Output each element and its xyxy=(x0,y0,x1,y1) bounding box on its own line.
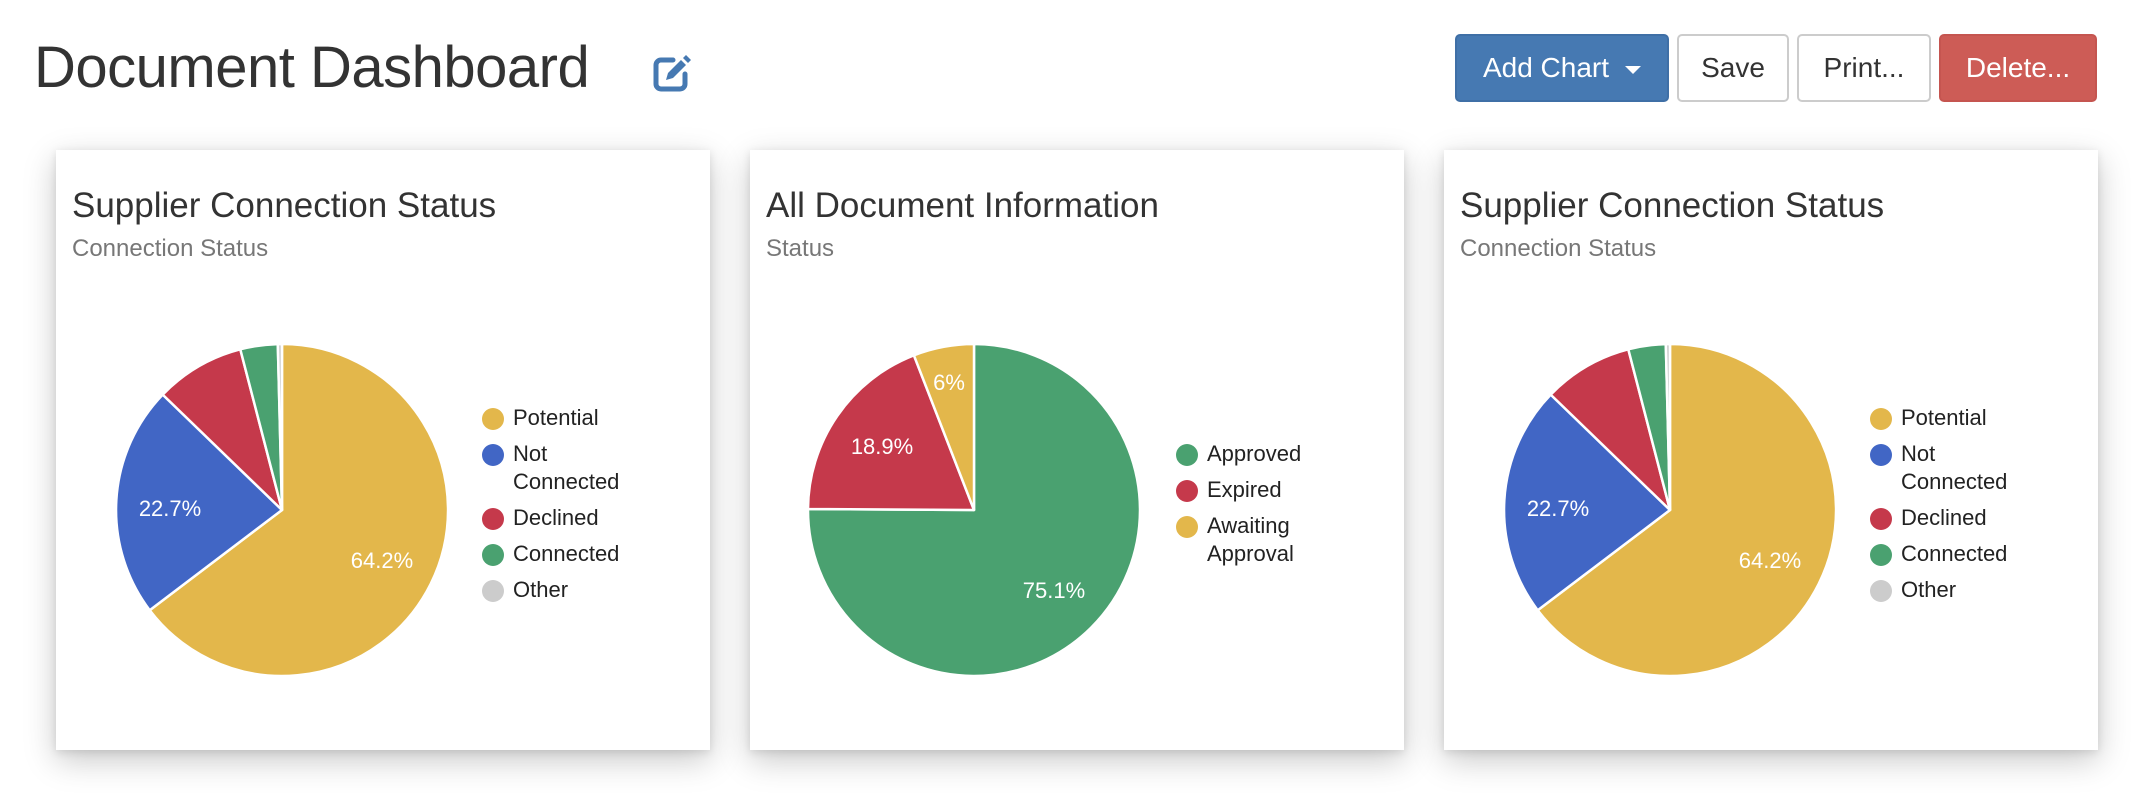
save-button[interactable]: Save xyxy=(1677,34,1789,102)
card-subtitle: Connection Status xyxy=(72,235,269,262)
legend-dot-icon xyxy=(482,580,504,602)
slice-not-connected xyxy=(1502,393,1672,612)
delete-button[interactable]: Delete... xyxy=(1939,34,2097,102)
card-subtitle: Status xyxy=(766,235,835,262)
legend-item-expired[interactable]: Expired xyxy=(1176,476,1322,504)
add-chart-button[interactable]: Add Chart xyxy=(1455,34,1669,102)
pie-chart[interactable]: 64.2% 22.7% xyxy=(1500,340,1840,680)
chart-card-supplier-connection-2: Supplier Connection Status Connection St… xyxy=(1444,150,2098,750)
chart-legend: Potential Not Connected Declined Connect… xyxy=(1870,404,2016,612)
slice-label-not-connected: 22.7% xyxy=(1527,496,1589,521)
dashboard-header: Document Dashboard Add Chart Save Print.… xyxy=(0,0,2148,130)
card-subtitle: Connection Status xyxy=(1460,235,1657,262)
page-title: Document Dashboard xyxy=(34,35,590,100)
legend-dot-icon xyxy=(1870,508,1892,530)
pie-chart[interactable]: 75.1% 18.9% 6% xyxy=(804,340,1144,680)
caret-down-icon xyxy=(1625,66,1642,74)
slice-not-connected xyxy=(114,393,284,612)
slice-declined xyxy=(1549,348,1672,512)
chart-legend: Approved Expired Awaiting Approval xyxy=(1176,440,1322,576)
card-title: Supplier Connection Status xyxy=(72,186,497,225)
legend-item-connected[interactable]: Connected xyxy=(482,540,628,568)
legend-dot-icon xyxy=(482,508,504,530)
legend-item-potential[interactable]: Potential xyxy=(482,404,628,432)
legend-dot-icon xyxy=(482,544,504,566)
card-title: Supplier Connection Status xyxy=(1460,186,1885,225)
slice-label-expired: 18.9% xyxy=(851,434,913,459)
slice-expired xyxy=(806,354,976,512)
slice-label-not-connected: 22.7% xyxy=(139,496,201,521)
pie-chart[interactable]: 64.2% 22.7% xyxy=(112,340,452,680)
legend-item-not-connected[interactable]: Not Connected xyxy=(482,440,628,496)
legend-item-not-connected[interactable]: Not Connected xyxy=(1870,440,2016,496)
legend-item-approved[interactable]: Approved xyxy=(1176,440,1322,468)
legend-dot-icon xyxy=(1870,408,1892,430)
legend-dot-icon xyxy=(482,444,504,466)
legend-item-awaiting-approval[interactable]: Awaiting Approval xyxy=(1176,512,1322,568)
edit-icon[interactable] xyxy=(651,52,693,94)
slice-label-awaiting-approval: 6% xyxy=(933,370,965,395)
legend-dot-icon xyxy=(1176,444,1198,466)
slice-label-potential: 64.2% xyxy=(1739,548,1801,573)
toolbar: Add Chart Save Print... Delete... xyxy=(1455,34,2097,102)
chart-card-supplier-connection: Supplier Connection Status Connection St… xyxy=(56,150,710,750)
legend-dot-icon xyxy=(1870,580,1892,602)
chart-legend: Potential Not Connected Declined Connect… xyxy=(482,404,628,612)
slice-other xyxy=(276,342,284,512)
card-title: All Document Information xyxy=(766,186,1159,225)
legend-item-potential[interactable]: Potential xyxy=(1870,404,2016,432)
chart-card-document-information: All Document Information Status 75.1% 18… xyxy=(750,150,1404,750)
legend-item-declined[interactable]: Declined xyxy=(1870,504,2016,532)
legend-dot-icon xyxy=(1870,444,1892,466)
slice-potential xyxy=(148,342,450,678)
legend-item-connected[interactable]: Connected xyxy=(1870,540,2016,568)
legend-item-declined[interactable]: Declined xyxy=(482,504,628,532)
legend-dot-icon xyxy=(1870,544,1892,566)
legend-item-other[interactable]: Other xyxy=(1870,576,2016,604)
legend-dot-icon xyxy=(1176,480,1198,502)
legend-dot-icon xyxy=(1176,516,1198,538)
add-chart-label: Add Chart xyxy=(1482,52,1610,83)
slice-label-approved: 75.1% xyxy=(1023,578,1085,603)
slice-approved xyxy=(806,342,1142,678)
legend-item-other[interactable]: Other xyxy=(482,576,628,604)
slice-awaiting-approval xyxy=(912,342,976,512)
legend-dot-icon xyxy=(482,408,504,430)
slice-other xyxy=(1664,342,1672,512)
print-button[interactable]: Print... xyxy=(1797,34,1931,102)
slice-potential xyxy=(1536,342,1838,678)
slice-declined xyxy=(161,348,284,512)
slice-label-potential: 64.2% xyxy=(351,548,413,573)
